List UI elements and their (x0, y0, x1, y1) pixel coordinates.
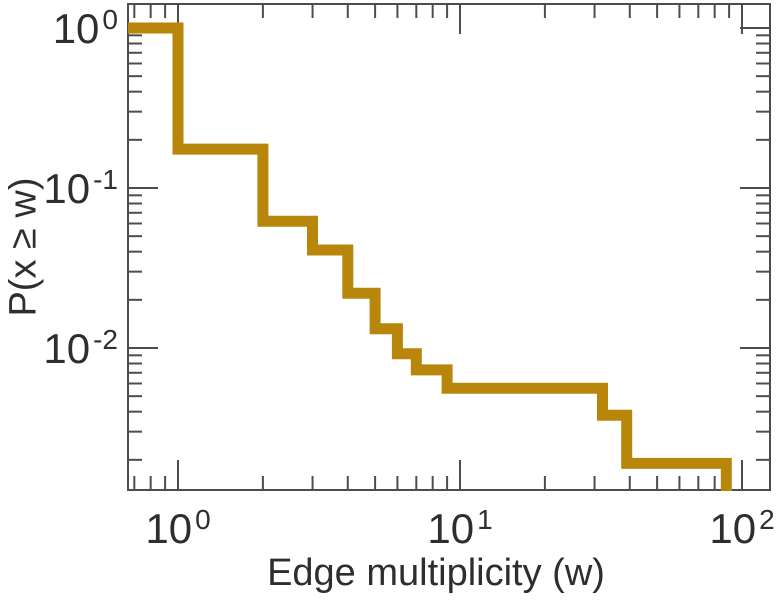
plot-frame (127, 3, 771, 491)
y-tick-label-0: 10 0 (52, 4, 118, 52)
x-tick-label-2: 10 2 (709, 504, 775, 552)
x-axis-label: Edge multiplicity (w) (267, 552, 605, 594)
x-tick-label-1: 10 1 (427, 504, 493, 552)
y-tick-label-2: 10 -2 (43, 324, 118, 372)
ccdf-step-curve (128, 22, 732, 491)
y-axis-label: P(x ≥ w) (2, 177, 45, 317)
y-tick-label-1: 10 -1 (43, 164, 118, 212)
x-tick-label-0: 10 0 (145, 504, 211, 552)
